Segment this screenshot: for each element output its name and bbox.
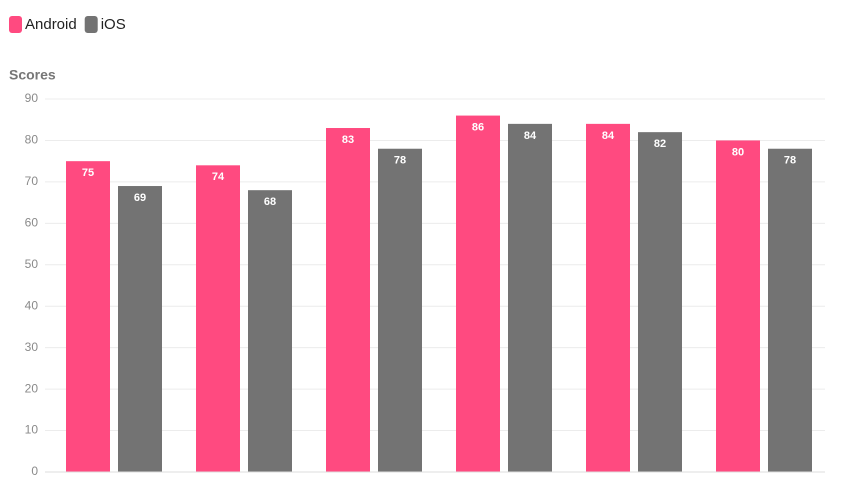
bar xyxy=(456,115,500,473)
value-label: 74 xyxy=(212,171,225,183)
bar xyxy=(638,132,682,472)
bar xyxy=(326,128,370,472)
value-label: 69 xyxy=(134,192,146,204)
y-tick-label: 20 xyxy=(25,381,39,395)
y-tick-label: 80 xyxy=(25,133,39,147)
legend-label: iOS xyxy=(101,16,126,33)
legend-swatch xyxy=(9,16,22,33)
y-axis-label: Scores xyxy=(9,67,56,83)
value-label: 82 xyxy=(654,138,666,150)
value-label: 75 xyxy=(82,167,94,179)
bar xyxy=(248,190,292,472)
legend-swatch xyxy=(84,16,98,33)
y-tick-label: 40 xyxy=(25,298,39,312)
bar xyxy=(378,148,422,472)
y-tick-label: 10 xyxy=(25,423,39,437)
legend-label: Android xyxy=(25,16,77,33)
value-label: 68 xyxy=(264,196,276,208)
value-label: 83 xyxy=(342,134,354,146)
y-tick-label: 30 xyxy=(25,340,39,354)
bar xyxy=(66,161,110,472)
value-label: 78 xyxy=(394,155,406,167)
y-tick-label: 50 xyxy=(25,257,39,271)
bar xyxy=(196,165,240,473)
value-label: 80 xyxy=(732,146,744,158)
bar xyxy=(768,148,812,472)
y-tick-label: 0 xyxy=(31,464,38,478)
value-label: 78 xyxy=(784,155,796,167)
y-tick-label: 70 xyxy=(25,174,39,188)
value-label: 84 xyxy=(524,130,537,142)
value-label: 84 xyxy=(602,130,615,142)
value-label: 86 xyxy=(472,121,484,133)
bar xyxy=(716,140,760,472)
y-tick-label: 90 xyxy=(25,91,39,105)
y-tick-label: 60 xyxy=(25,216,39,230)
bar xyxy=(508,123,552,472)
bar xyxy=(586,123,630,472)
bar xyxy=(118,186,162,473)
